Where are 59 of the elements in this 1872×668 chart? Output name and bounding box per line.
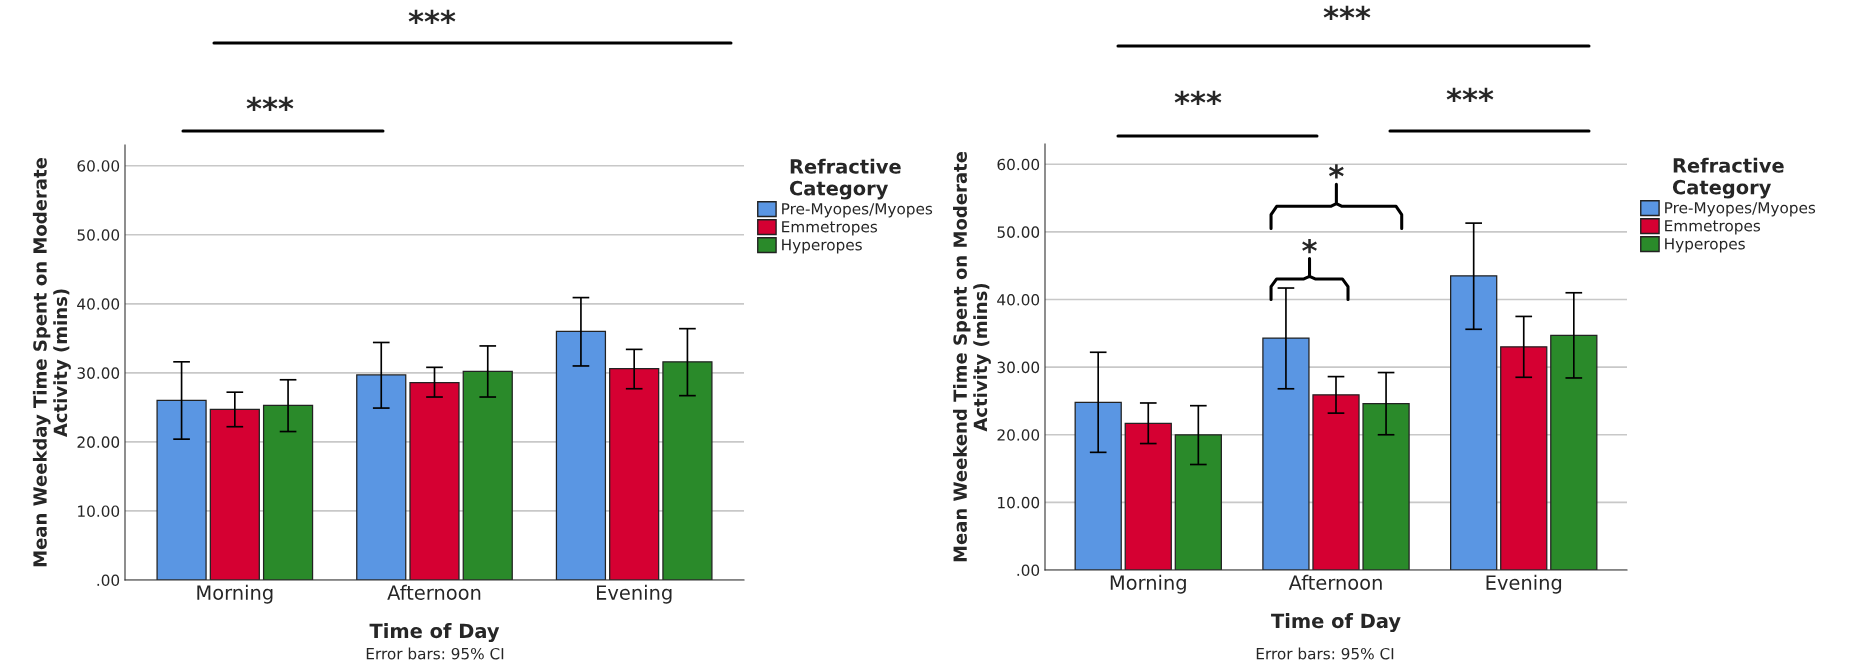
legend-title: Refractive Category — [1672, 157, 1784, 199]
bar — [462, 370, 513, 580]
y-tick-label: 50.00 — [77, 229, 120, 241]
y-tick-label: 20.00 — [77, 436, 120, 448]
bar — [1124, 422, 1172, 570]
bar — [555, 330, 607, 580]
x-tick-label: Morning — [1110, 574, 1186, 594]
bar — [1550, 334, 1598, 570]
bar — [1362, 403, 1410, 570]
bar — [1450, 275, 1498, 570]
text: Error bars: 95% CI — [1256, 647, 1394, 660]
bar — [1174, 434, 1222, 570]
bar — [262, 404, 314, 580]
legend-label: Hyperopes — [782, 239, 862, 254]
legend-label: Hyperopes — [1665, 238, 1745, 253]
annotation: * — [1302, 239, 1317, 254]
text: *** — [1446, 87, 1494, 102]
y-tick-label: 30.00 — [77, 367, 120, 379]
y-tick-label: 40.00 — [77, 298, 120, 310]
bar — [1074, 401, 1122, 570]
text: *** — [1323, 5, 1371, 20]
bar — [156, 399, 207, 580]
text: *** — [246, 96, 294, 111]
x-tick-label: Evening — [1486, 574, 1562, 594]
y-tick-label: 50.00 — [997, 226, 1040, 238]
bar — [1262, 337, 1310, 570]
y-axis-title: Mean Weekday Time Spent on Moderate Activity (mins) — [32, 158, 71, 567]
y-tick-label: 10.00 — [998, 496, 1040, 509]
bar — [662, 361, 713, 580]
bar — [609, 368, 660, 580]
legend-label: Pre-Myopes/Myopes — [782, 203, 933, 218]
bar — [409, 381, 460, 580]
x-tick-label: Morning — [197, 584, 273, 604]
x-axis-title: Time of Day — [1271, 613, 1401, 633]
legend-label: Pre-Myopes/Myopes — [1665, 202, 1816, 217]
annotation: * — [1329, 164, 1344, 179]
bar — [1500, 346, 1548, 570]
bar — [1312, 394, 1360, 570]
x-tick-label: Afternoon — [387, 584, 481, 600]
y-tick-label: 30.00 — [997, 361, 1040, 374]
x-tick-label: Afternoon — [1288, 574, 1382, 590]
x-axis-title: Time of Day — [369, 623, 500, 643]
legend-label: Emmetropes — [1665, 220, 1761, 235]
y-tick-label: 60.00 — [77, 160, 120, 172]
y-tick-label: 20.00 — [997, 429, 1040, 441]
y-tick-label: .00 — [1017, 564, 1040, 577]
legend-label: Emmetropes — [782, 221, 878, 236]
text: Error bars: 95% CI — [366, 647, 504, 660]
bar — [356, 374, 407, 580]
text: *** — [1174, 90, 1222, 105]
bar — [209, 408, 260, 580]
y-tick-label: 40.00 — [997, 293, 1040, 306]
legend-title: Refractive Category — [789, 158, 901, 200]
y-tick-label: .00 — [97, 574, 120, 587]
y-tick-label: 10.00 — [78, 505, 120, 517]
text: *** — [408, 9, 456, 24]
y-tick-label: 60.00 — [997, 158, 1040, 171]
y-axis-title: Mean Weekend Time Spent on Moderate Activity (mins) — [953, 151, 991, 562]
x-tick-label: Evening — [597, 584, 672, 604]
